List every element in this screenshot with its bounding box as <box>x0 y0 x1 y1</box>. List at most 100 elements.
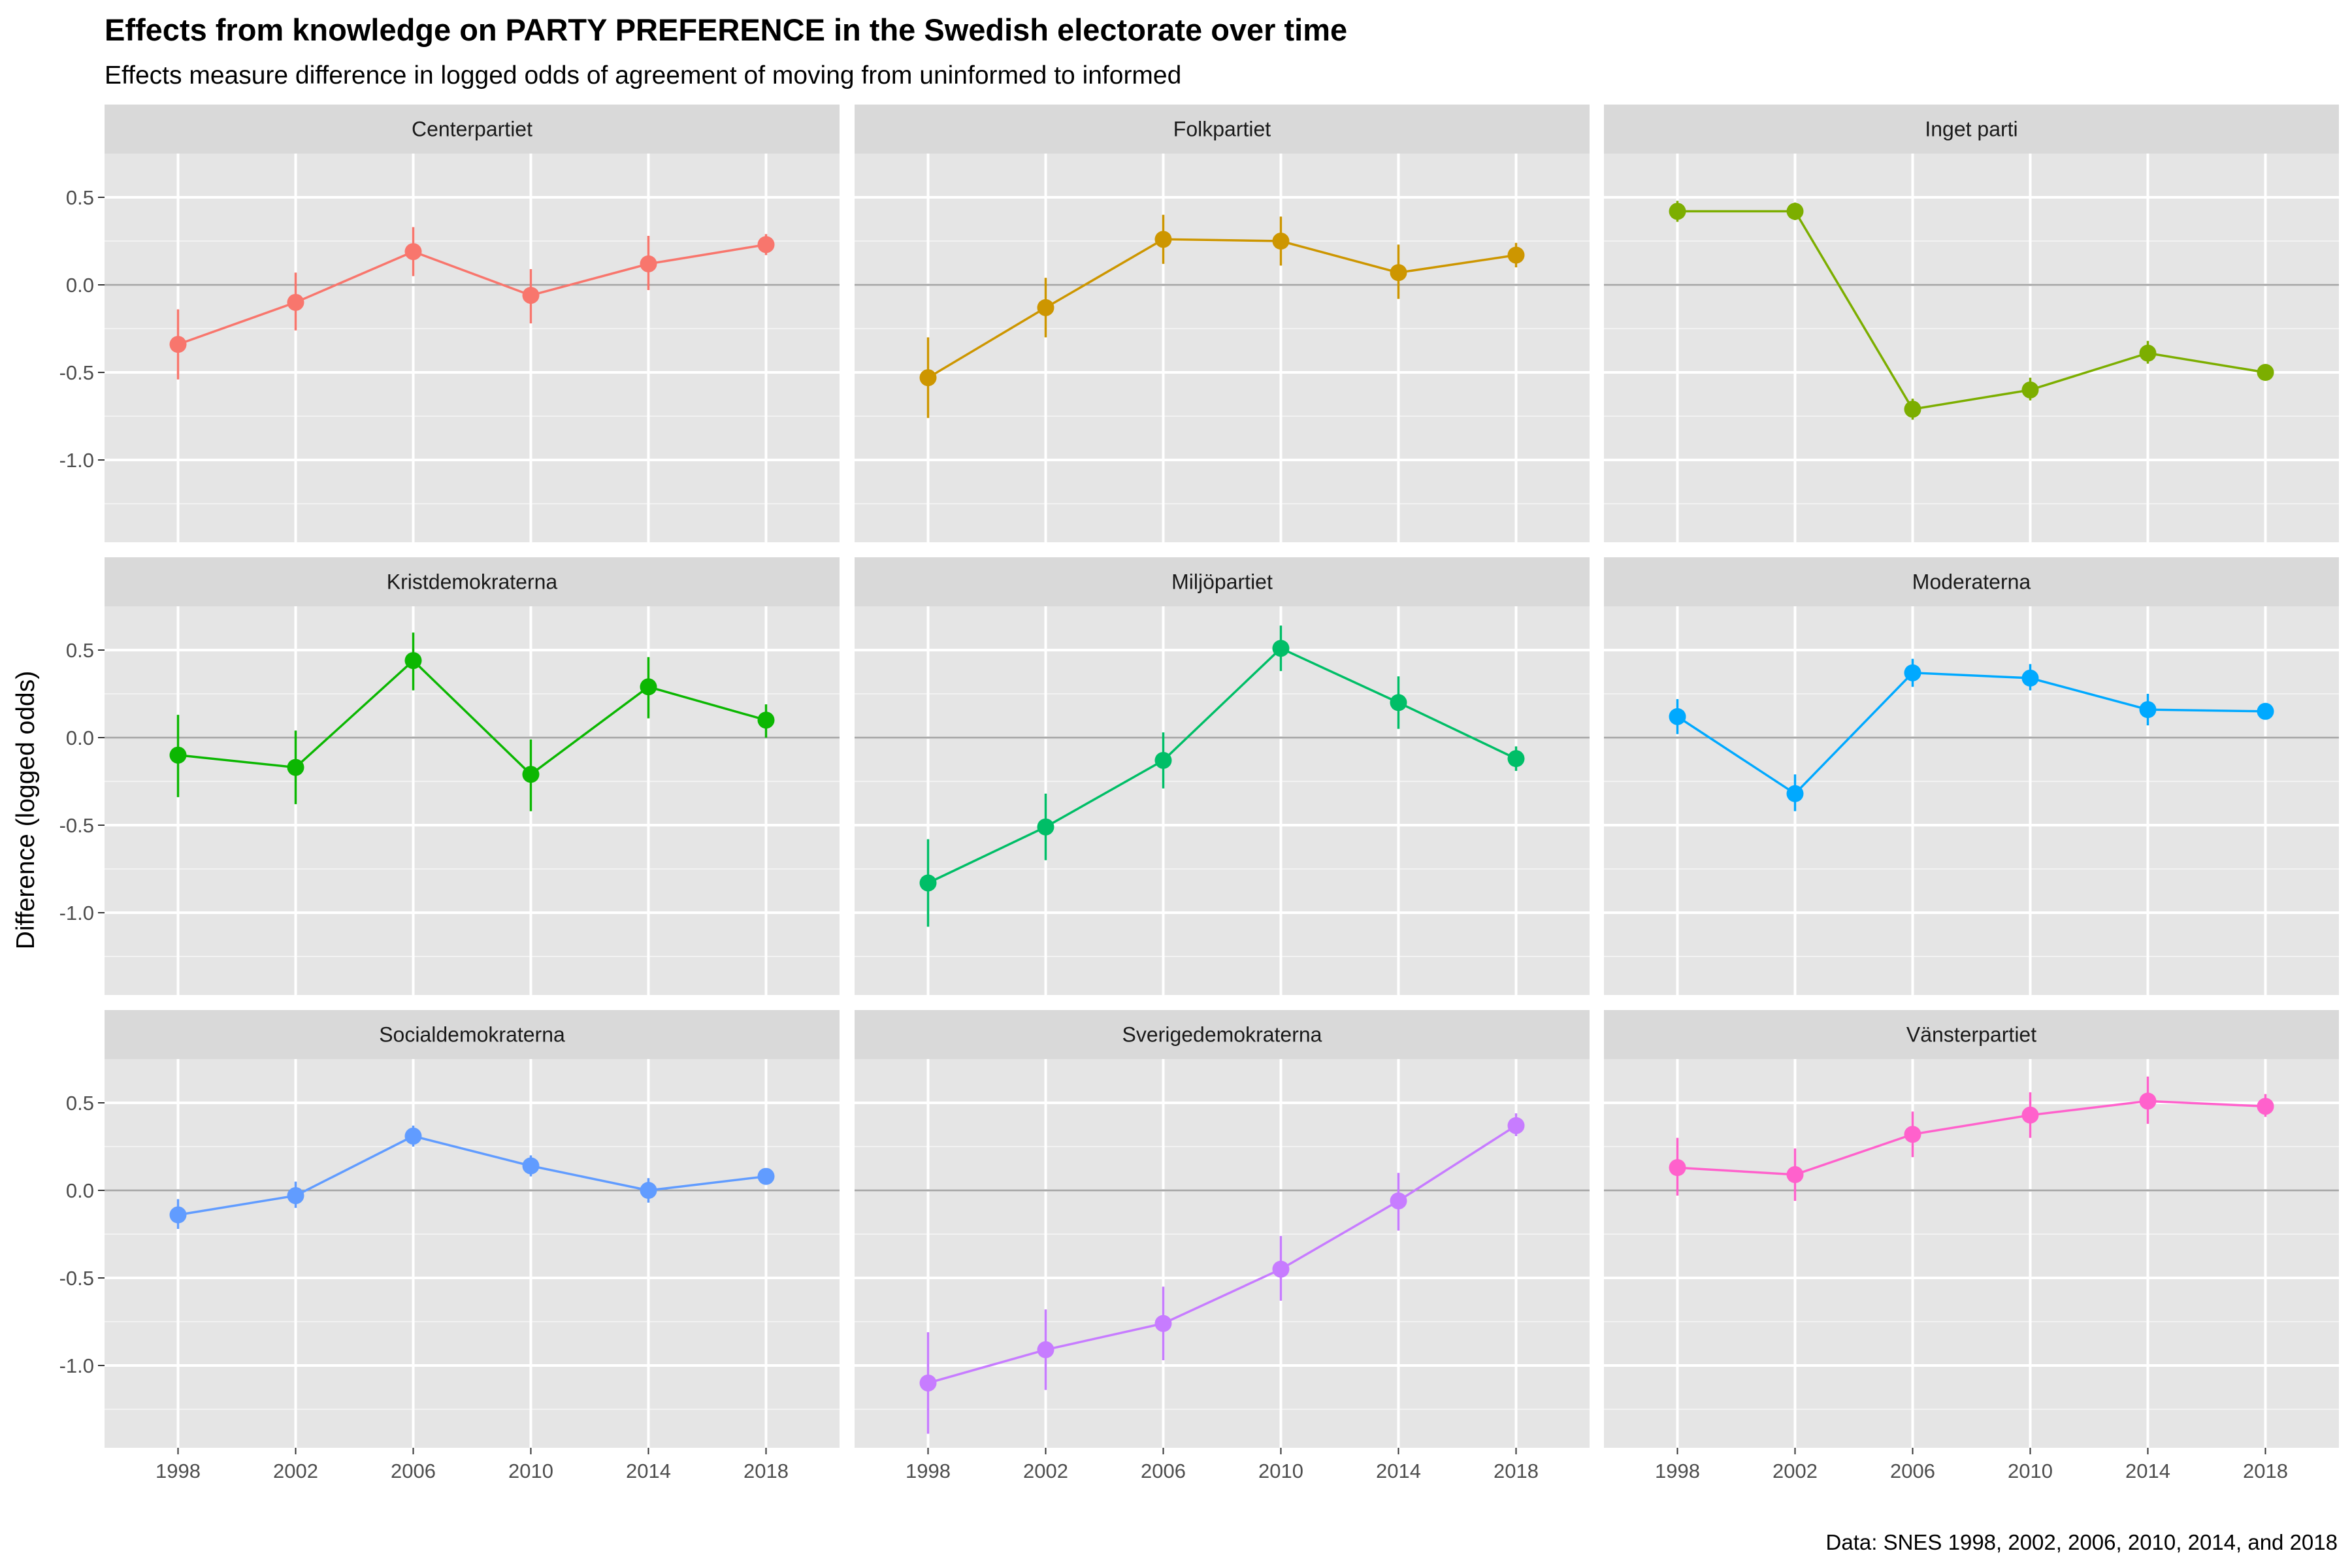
x-tick-label: 2006 <box>1890 1460 1935 1482</box>
facet-strip-label: Moderaterna <box>1912 570 2031 594</box>
y-tick-label: -1.0 <box>59 902 94 924</box>
facet-panel: Folkpartiet <box>855 105 1590 542</box>
panel-background <box>105 1059 840 1448</box>
series-line <box>928 1124 1517 1384</box>
data-point <box>2257 364 2274 382</box>
series-line <box>1677 1100 2266 1176</box>
data-point <box>522 766 540 783</box>
facet-strip <box>105 105 840 154</box>
facet-strip-label: Folkpartiet <box>1173 118 1271 141</box>
data-point <box>287 759 304 776</box>
series-line <box>927 238 1516 379</box>
data-point <box>1786 785 1804 802</box>
data-point <box>1272 233 1290 250</box>
facet-panel: Sverigedemokraterna 1998 2002 2006 2010 2014 2… <box>855 1010 1590 1482</box>
data-point <box>1154 231 1172 248</box>
x-tick-label: 2018 <box>2243 1460 2288 1482</box>
panel-background <box>1604 606 2339 995</box>
panel-background <box>855 606 1590 995</box>
data-point <box>1904 664 1921 681</box>
facet-panel: Moderaterna <box>1604 557 2339 995</box>
chart-subtitle: Effects measure difference in logged odd… <box>105 61 1181 90</box>
data-point <box>2139 1092 2157 1110</box>
data-point <box>1390 1192 1407 1210</box>
data-point <box>1904 400 1921 418</box>
chart-title: Effects from knowledge on PARTY PREFEREN… <box>105 12 1347 47</box>
facet-panel: Miljöpartiet <box>855 557 1590 995</box>
x-tick-label: 2018 <box>1494 1460 1539 1482</box>
facet-panel: Vänsterpartiet 1998 2002 2006 2010 2014 2018 <box>1604 1010 2339 1482</box>
facet-strip <box>1604 1010 2339 1059</box>
series-line <box>178 1135 766 1217</box>
panel-background <box>855 154 1590 542</box>
data-point <box>169 336 187 353</box>
panel-background <box>855 1059 1590 1448</box>
x-tick-label: 2014 <box>2125 1460 2170 1482</box>
data-point <box>2257 702 2274 720</box>
data-point <box>640 678 657 696</box>
x-tick-label: 2002 <box>273 1460 318 1482</box>
facet-panel: Socialdemokraterna 0.5 0.0 -0.5 -1.0 1998 2002… <box>59 1010 840 1482</box>
panel-background <box>1604 1059 2339 1448</box>
data-point <box>1669 708 1686 725</box>
data-point <box>404 1127 422 1145</box>
data-point <box>2021 381 2039 399</box>
facet-panel: Kristdemokraterna 0.5 0.0 -0.5 -1.0 <box>59 557 840 995</box>
facet-strip <box>855 1010 1590 1059</box>
data-point <box>169 1206 187 1224</box>
x-tick-label: 2010 <box>508 1460 553 1482</box>
x-tick-label: 2006 <box>391 1460 436 1482</box>
data-point <box>1904 1126 1921 1143</box>
data-point <box>522 1157 540 1175</box>
data-point <box>1786 1166 1804 1183</box>
facet-panel: Centerpartiet 0.5 0.0 -0.5 -1.0 <box>59 105 840 542</box>
data-point <box>640 1182 657 1200</box>
data-point <box>1154 1315 1172 1332</box>
y-tick-label: 0.5 <box>66 1092 94 1115</box>
data-point <box>522 287 540 304</box>
data-point <box>640 255 657 272</box>
y-tick-label: -0.5 <box>59 1267 94 1290</box>
facet-panel: Inget parti <box>1604 105 2339 542</box>
facet-strip <box>855 105 1590 154</box>
y-tick-label: -0.5 <box>59 361 94 384</box>
x-tick-label: 2014 <box>1376 1460 1421 1482</box>
data-point <box>919 874 937 892</box>
y-tick-label: -1.0 <box>59 449 94 472</box>
facet-strip-label: Kristdemokraterna <box>387 570 558 594</box>
data-point <box>919 1374 937 1392</box>
y-tick-label: 0.0 <box>66 727 94 749</box>
data-point <box>2021 1106 2039 1124</box>
y-tick-label: 0.5 <box>66 186 94 209</box>
data-point <box>1390 694 1407 711</box>
y-axis-label: Difference (logged odds) <box>12 671 40 949</box>
x-tick-label: 2006 <box>1141 1460 1186 1482</box>
x-tick-label: 2010 <box>1258 1460 1303 1482</box>
facet-strip-label: Vänsterpartiet <box>1906 1023 2036 1047</box>
data-point <box>1037 299 1054 316</box>
facet-strip <box>1604 105 2339 154</box>
data-point <box>2139 344 2157 362</box>
data-point <box>1507 750 1525 768</box>
data-point <box>287 1187 304 1205</box>
series-line <box>1677 210 2266 411</box>
series-line <box>927 647 1517 885</box>
facet-strip <box>105 1010 840 1059</box>
data-point <box>1669 1159 1686 1177</box>
data-point <box>1272 1260 1290 1278</box>
x-tick-label: 2014 <box>626 1460 671 1482</box>
panel-background <box>105 606 840 995</box>
series-line <box>177 243 766 346</box>
facet-strip-label: Inget parti <box>1925 118 2017 141</box>
data-point <box>1507 1117 1525 1134</box>
x-tick-label: 2002 <box>1023 1460 1068 1482</box>
data-point <box>1037 1341 1054 1358</box>
data-point <box>919 369 937 387</box>
facet-strip <box>1604 557 2339 606</box>
data-point <box>1507 246 1525 264</box>
series-line <box>178 659 766 776</box>
y-tick-label: -1.0 <box>59 1354 94 1377</box>
data-point <box>1154 751 1172 769</box>
data-point <box>2257 1098 2274 1115</box>
x-tick-label: 2018 <box>743 1460 789 1482</box>
